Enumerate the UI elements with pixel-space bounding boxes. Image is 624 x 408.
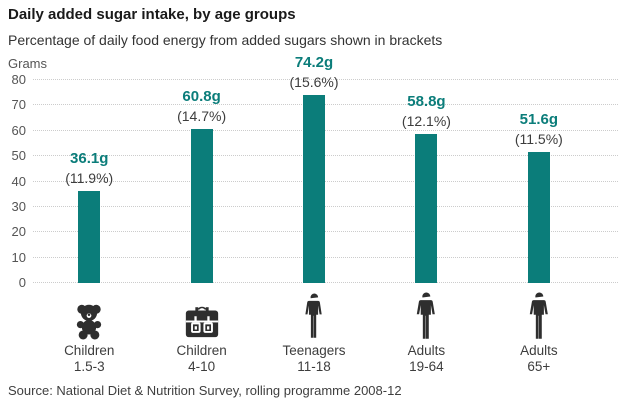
- y-tick-label: 20: [11, 224, 26, 240]
- y-axis-unit-label: Grams: [8, 56, 47, 71]
- y-tick-label: 30: [11, 198, 26, 214]
- plot-area: 0 10 20 30 40 50 60 70 80 36.1g (11.9%) 60.8g (1…: [12, 54, 618, 290]
- y-tick-label: 80: [11, 72, 26, 87]
- bar-teenagers-11-18: [303, 94, 326, 283]
- category-adults-65plus: Adults 65+: [483, 287, 595, 375]
- bar-group-adults-19-64: 58.8g (12.1%): [370, 80, 482, 283]
- person-icon: [303, 287, 325, 340]
- value-label: 74.2g: [294, 53, 334, 71]
- value-label: 60.8g: [182, 87, 221, 105]
- value-label: 51.6g: [519, 111, 558, 129]
- percentage-label: (12.1%): [401, 112, 451, 129]
- source-text: Source: National Diet & Nutrition Survey…: [8, 383, 402, 398]
- percentage-label: (11.9%): [65, 170, 114, 187]
- y-tick-label: 70: [11, 97, 26, 113]
- school-bag-icon: [183, 287, 221, 340]
- category-name: Adults: [407, 343, 446, 358]
- bar-adults-65plus: [527, 152, 550, 283]
- bar-group-children-1-5-3: 36.1g (11.9%): [33, 80, 145, 283]
- bar-adults-19-64: [415, 133, 438, 283]
- gridline-10: [33, 256, 618, 258]
- category-range: 19-64: [409, 359, 444, 374]
- category-teenagers-11-18: Teenagers 11-18: [258, 287, 370, 375]
- percentage-label: (14.7%): [177, 107, 227, 124]
- category-adults-19-64: Adults 19-64: [370, 287, 482, 375]
- teddy-bear-icon: [71, 287, 107, 340]
- bar-group-teenagers-11-18: 74.2g (15.6%): [258, 54, 370, 283]
- y-tick-label: 60: [11, 122, 26, 138]
- y-tick-label: 40: [11, 173, 26, 189]
- category-children-4-10: Children 4-10: [145, 287, 257, 375]
- gridline-60: [33, 129, 618, 131]
- gridline-50: [33, 155, 618, 157]
- x-axis-categories: Children 1.5-3 Children 4-10: [33, 287, 595, 375]
- category-range: 1.5-3: [73, 359, 105, 374]
- y-tick-label: 0: [18, 275, 26, 290]
- category-children-1-5-3: Children 1.5-3: [33, 287, 145, 375]
- category-name: Children: [176, 343, 227, 358]
- category-name: Teenagers: [282, 343, 346, 358]
- value-label: 36.1g: [70, 150, 109, 168]
- bar-group-adults-65plus: 51.6g (11.5%): [483, 80, 595, 283]
- percentage-label: (15.6%): [289, 73, 339, 90]
- gridline-40: [33, 180, 618, 182]
- percentage-label: (11.5%): [514, 131, 563, 148]
- category-name: Children: [64, 343, 115, 358]
- gridline-70: [33, 104, 618, 106]
- category-range: 65+: [527, 359, 551, 374]
- gridline-20: [33, 231, 618, 233]
- gridline-30: [33, 205, 618, 207]
- y-tick-label: 10: [11, 249, 26, 265]
- person-icon: [527, 287, 551, 340]
- person-icon: [414, 287, 438, 340]
- gridline-80: [33, 79, 618, 80]
- category-range: 4-10: [188, 359, 216, 374]
- chart-title: Daily added sugar intake, by age groups: [8, 6, 296, 23]
- value-label: 58.8g: [407, 92, 446, 110]
- gridline-0: [33, 282, 618, 283]
- bar-columns: 36.1g (11.9%) 60.8g (14.7%) 74.2g (15.6%…: [33, 54, 595, 283]
- bar-children-4-10: [190, 128, 213, 283]
- chart-subtitle: Percentage of daily food energy from add…: [8, 32, 443, 48]
- bar-group-children-4-10: 60.8g (14.7%): [145, 80, 257, 283]
- category-range: 11-18: [297, 359, 331, 374]
- category-name: Adults: [520, 343, 558, 358]
- y-tick-label: 50: [11, 148, 26, 164]
- bar-children-1-5-3: [78, 191, 101, 283]
